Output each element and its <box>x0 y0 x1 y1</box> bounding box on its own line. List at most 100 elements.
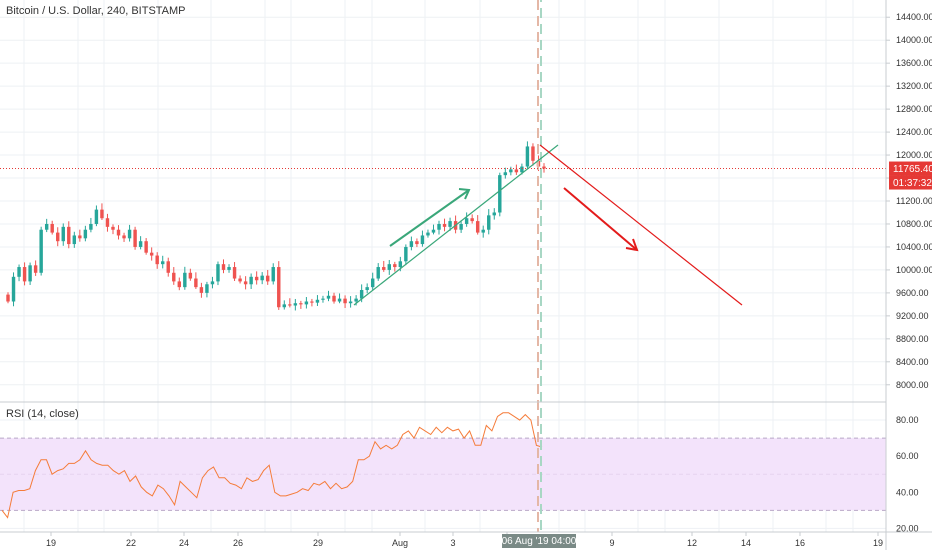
candle-body <box>61 226 65 242</box>
y-tick-label: 9600.00 <box>896 288 929 298</box>
candle-body <box>315 299 320 303</box>
rsi-tick-label: 60.00 <box>896 451 919 461</box>
countdown-badge <box>889 175 932 190</box>
candle-body <box>56 232 60 242</box>
red-arrow-head <box>625 238 639 252</box>
x-tick-label: 3 <box>450 538 455 548</box>
candle-body <box>78 235 82 239</box>
candle-body <box>288 304 292 306</box>
candle-body <box>144 241 148 253</box>
x-tick-label: 24 <box>179 538 189 548</box>
candle-body <box>216 264 220 282</box>
y-tick-label: 14000.00 <box>896 35 932 45</box>
candle-body <box>232 267 237 279</box>
candle-body <box>531 146 535 161</box>
y-tick-label: 8000.00 <box>896 380 929 390</box>
y-tick-label: 9200.00 <box>896 311 929 321</box>
y-tick-label: 8800.00 <box>896 334 929 344</box>
candle-body <box>133 229 137 247</box>
candle-body <box>67 226 71 245</box>
candle-body <box>39 229 43 273</box>
candle-body <box>415 241 419 245</box>
candle-body <box>359 290 364 299</box>
candle-body <box>382 267 386 270</box>
candle-body <box>155 255 159 265</box>
candle-body <box>404 246 408 262</box>
y-tick-label: 8400.00 <box>896 357 929 367</box>
candle-body <box>354 298 358 302</box>
candle-body <box>487 215 491 230</box>
x-tick-label: 12 <box>687 538 697 548</box>
candle-body <box>387 264 391 270</box>
candle-body <box>166 261 170 273</box>
countdown-label: 01:37:32 <box>893 178 932 189</box>
candle-body <box>205 284 209 293</box>
candle-body <box>509 169 513 173</box>
candle-body <box>116 229 121 236</box>
candle-body <box>188 272 193 279</box>
candle-body <box>514 169 519 173</box>
candle-body <box>260 275 264 281</box>
candles-layer[interactable] <box>6 141 546 311</box>
candle-body <box>194 278 198 288</box>
y-tick-label: 14400.00 <box>896 12 932 22</box>
candle-body <box>542 166 546 169</box>
candle-body <box>221 264 226 270</box>
candle-body <box>149 252 154 256</box>
x-tick-label: 14 <box>741 538 751 548</box>
candle-body <box>376 267 380 279</box>
candle-body <box>437 223 441 230</box>
candle-body <box>72 235 77 245</box>
green-trend-line <box>353 144 559 306</box>
candle-body <box>282 304 287 308</box>
candle-body <box>431 229 436 233</box>
candle-body <box>420 235 425 245</box>
x-tick-label: 19 <box>873 538 883 548</box>
candle-body <box>299 303 303 305</box>
candle-body <box>293 303 298 306</box>
candle-body <box>475 221 480 233</box>
candle-body <box>365 287 369 291</box>
current-price-badge <box>889 161 932 176</box>
x-tick-label: 9 <box>609 538 614 548</box>
trend-drawings[interactable] <box>0 0 886 532</box>
y-tick-label: 10800.00 <box>896 219 932 229</box>
candle-body <box>409 241 414 247</box>
candle-body <box>525 146 530 167</box>
candle-body <box>348 301 353 304</box>
red-arrow-shaft <box>563 187 638 251</box>
y-tick-label: 12400.00 <box>896 127 932 137</box>
candle-body <box>17 267 21 277</box>
candle-body <box>89 223 93 230</box>
candle-body <box>44 223 49 230</box>
candle-body <box>442 223 447 227</box>
candle-body <box>6 294 10 302</box>
candle-body <box>326 295 331 299</box>
candle-body <box>470 218 474 222</box>
candle-body <box>321 298 325 300</box>
x-tick-label: 26 <box>233 538 243 548</box>
candle-body <box>332 295 336 302</box>
candle-body <box>370 278 375 288</box>
candle-body <box>492 212 496 216</box>
cursor-time-badge <box>502 534 576 548</box>
rsi-band <box>0 437 886 511</box>
candle-body <box>277 267 281 308</box>
rsi-tick-label: 80.00 <box>896 415 919 425</box>
y-tick-label: 13200.00 <box>896 81 932 91</box>
candle-body <box>254 276 259 281</box>
candle-body <box>238 278 242 282</box>
candle-body <box>177 281 182 288</box>
candle-body <box>105 218 110 227</box>
candle-body <box>448 221 452 227</box>
candle-body <box>161 261 165 265</box>
candle-body <box>83 229 88 239</box>
y-tick-label: 10000.00 <box>896 265 932 275</box>
candle-body <box>503 172 508 176</box>
x-tick-label: 22 <box>126 538 136 548</box>
candle-body <box>127 229 132 239</box>
y-tick-label: 12800.00 <box>896 104 932 114</box>
candle-body <box>249 276 253 285</box>
green-arrow-head <box>458 188 471 200</box>
